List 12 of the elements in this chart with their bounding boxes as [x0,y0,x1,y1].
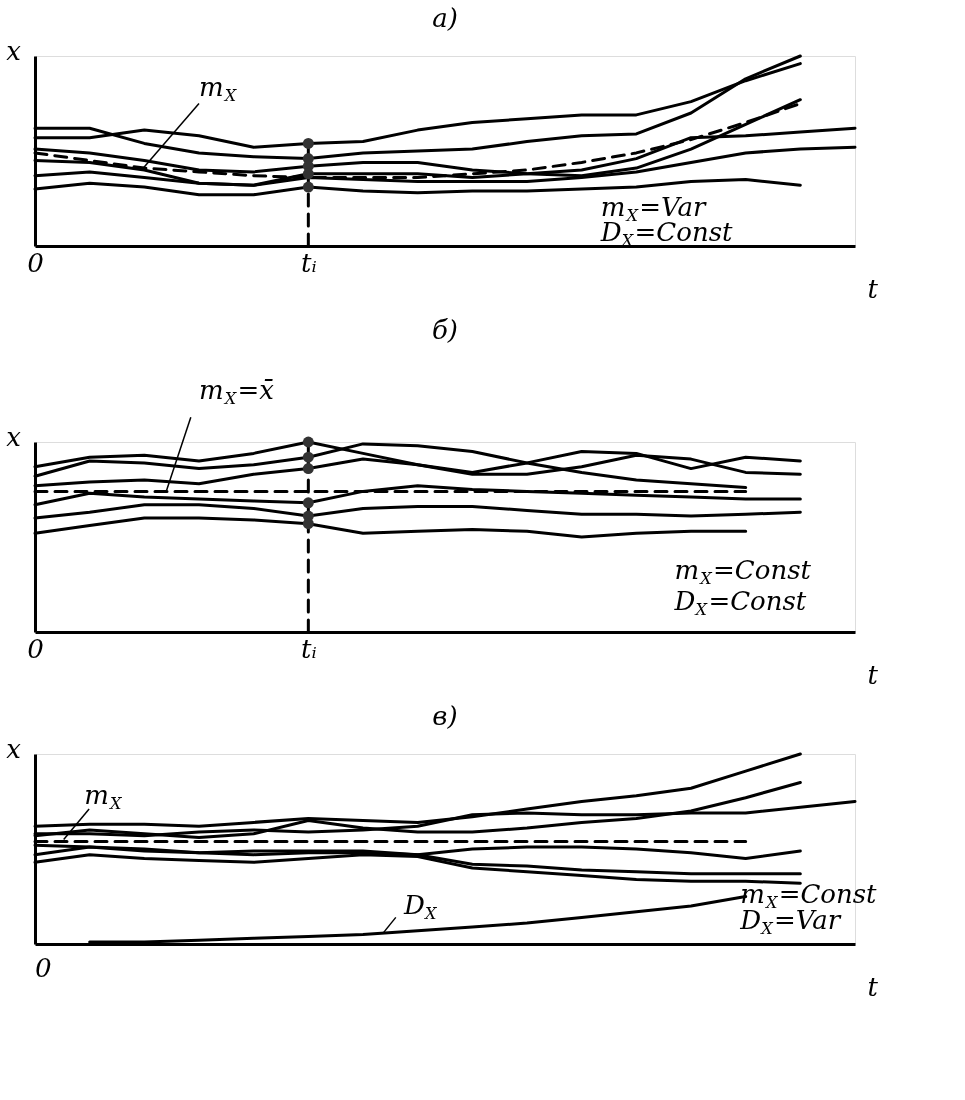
y-axis-title: x [6,733,22,764]
text: 0 [35,952,52,983]
x-axis-title: t [867,273,879,304]
y-axis-title: x [6,35,22,66]
x-axis-title: t [867,659,879,690]
chart-title: а) [432,3,458,33]
y-axis-title: x [6,421,22,452]
x-tick-label: tᵢ [300,633,317,664]
x-axis-title: t [867,971,879,1002]
chart-title: б) [431,314,459,345]
x-tick-label: tᵢ [300,247,317,278]
chart-title: в) [432,701,458,731]
